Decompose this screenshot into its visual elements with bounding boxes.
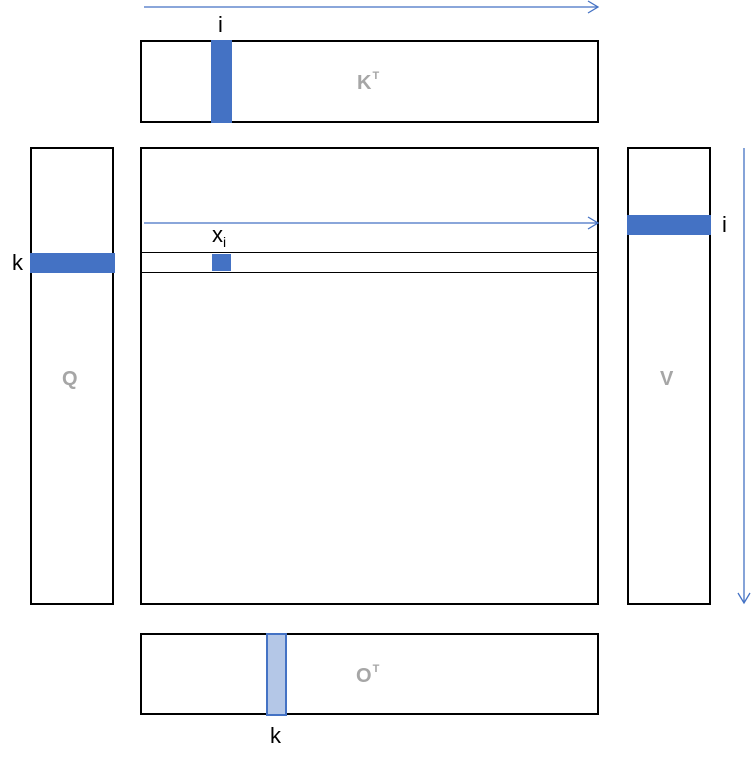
ot-label-sup: T bbox=[372, 663, 380, 675]
ot-label: OT bbox=[356, 663, 380, 687]
kt-label-sup: T bbox=[372, 70, 380, 82]
kt-label: KT bbox=[357, 70, 380, 94]
score-row-outline bbox=[140, 252, 599, 273]
v-index-label: i bbox=[722, 212, 727, 237]
xi-label-x: x bbox=[212, 222, 223, 247]
q-matrix bbox=[30, 147, 114, 605]
ot-matrix bbox=[140, 633, 599, 715]
ot-index-label: k bbox=[270, 723, 281, 748]
kt-index-label: i bbox=[218, 12, 223, 37]
ot-highlight-column bbox=[266, 633, 287, 716]
top-arrow bbox=[144, 0, 600, 14]
xi-label: xi bbox=[212, 222, 226, 250]
xi-label-sub: i bbox=[223, 234, 227, 250]
q-highlight-row bbox=[30, 253, 115, 273]
ot-label-name: O bbox=[356, 665, 372, 687]
q-label: Q bbox=[62, 368, 78, 390]
row-arrow bbox=[144, 216, 600, 230]
score-cell-xi bbox=[212, 254, 231, 271]
kt-label-name: K bbox=[357, 72, 372, 94]
v-highlight-row bbox=[627, 215, 711, 235]
v-label: V bbox=[660, 368, 674, 390]
q-index-label: k bbox=[12, 250, 23, 275]
right-arrow bbox=[737, 148, 751, 605]
kt-highlight-column bbox=[211, 40, 232, 123]
